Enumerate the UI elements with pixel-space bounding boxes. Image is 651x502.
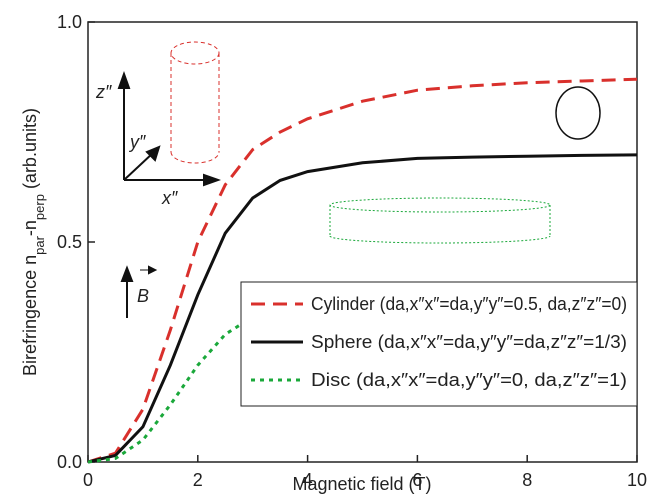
y-label-part: -n: [20, 220, 40, 236]
y-label-part: Birefringence n: [20, 255, 40, 376]
series-line: [87, 77, 638, 464]
y-label-part: par: [32, 235, 47, 254]
axes-sketch: [117, 71, 221, 318]
x-tick-label: 0: [83, 470, 93, 490]
y-axis-label: Birefringence npar-nperp (arb.units): [20, 108, 47, 376]
y-label-part: perp: [32, 194, 47, 220]
legend-label: Disc (da,x″x″=da,y″y″=0, da,z″z″=1): [311, 370, 627, 390]
legend-label: Sphere (da,x″x″=da,y″y″=da,z″z″=1/3): [311, 332, 627, 352]
y-tick-label: 0.0: [57, 452, 82, 472]
axis-annotation: x″: [161, 188, 178, 208]
y-label-part: (arb.units): [20, 108, 40, 194]
axis-annotation: z″: [95, 82, 112, 102]
legend-label: Cylinder (da,x″x″=da,y″y″=0.5, da,z″z″=0…: [311, 294, 627, 314]
x-tick-label: 4: [303, 470, 313, 490]
y-tick-label: 0.5: [57, 232, 82, 252]
legend-box: [240, 281, 638, 407]
x-tick-label: 2: [193, 470, 203, 490]
x-tick-label: 10: [627, 470, 647, 490]
axis-annotation: y″: [128, 132, 146, 152]
x-tick-label: 6: [412, 470, 422, 490]
x-axis-label: Magnetic field (T): [292, 474, 431, 494]
shape-icons: [170, 41, 601, 244]
x-tick-label: 8: [522, 470, 532, 490]
y-tick-label: 1.0: [57, 12, 82, 32]
series-line: [87, 153, 638, 464]
field-annotation: B: [137, 286, 149, 306]
